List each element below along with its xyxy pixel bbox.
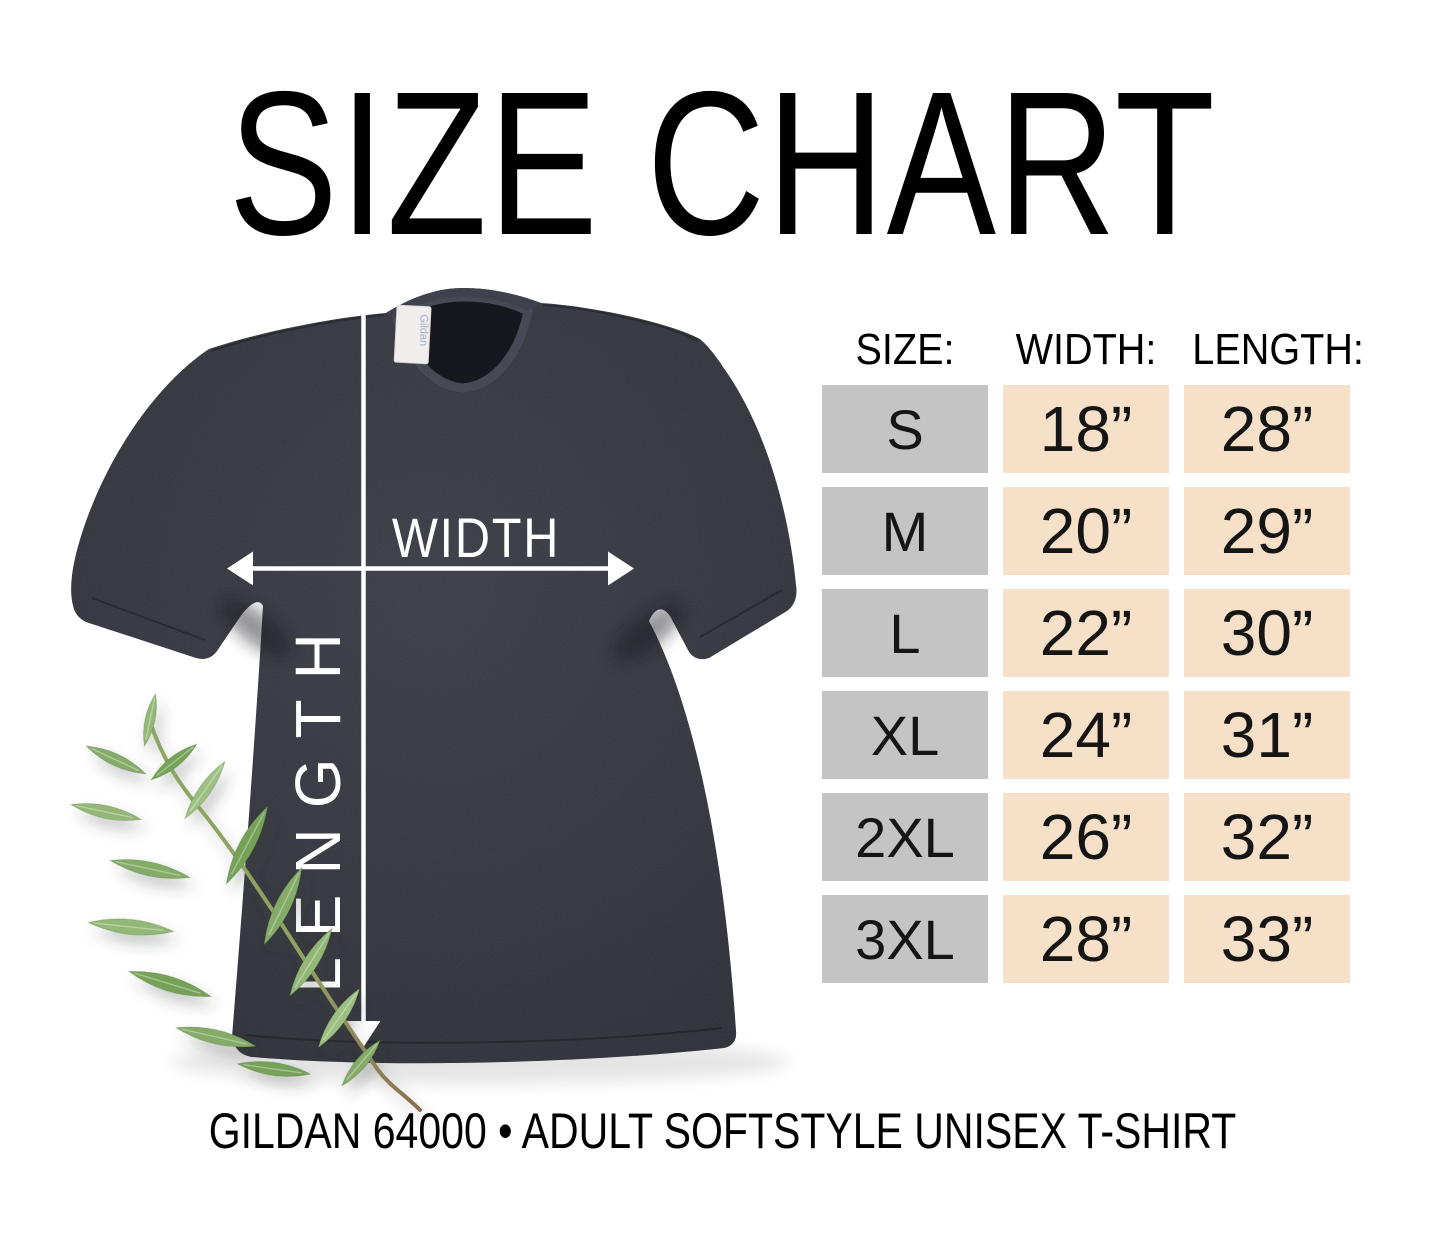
column-header-length: LENGTH:	[1192, 325, 1364, 374]
table-row-m: M 20” 29”	[822, 487, 1350, 575]
length-cell: 32”	[1184, 793, 1350, 881]
width-cell: 20”	[1003, 487, 1169, 575]
branch-stem	[148, 720, 422, 1112]
neck-tag-brand: Gildan	[417, 314, 430, 346]
size-table-header: SIZE: WIDTH: LENGTH:	[822, 325, 1364, 374]
column-header-size: SIZE:	[855, 325, 955, 374]
length-cell: 28”	[1184, 385, 1350, 473]
tshirt-heather-texture	[71, 288, 797, 1064]
width-cell: 26”	[1003, 793, 1169, 881]
length-label: LENGTH	[282, 613, 354, 993]
width-label: WIDTH	[392, 507, 560, 570]
table-row-l: L 22” 30”	[822, 589, 1350, 677]
size-cell: 3XL	[822, 895, 988, 983]
table-row-3xl: 3XL 28” 33”	[822, 895, 1350, 983]
size-cell: XL	[822, 691, 988, 779]
size-cell: M	[822, 487, 988, 575]
underarm-shade-left	[221, 599, 291, 657]
column-header-width: WIDTH:	[1015, 325, 1157, 374]
length-arrow	[346, 287, 381, 1047]
length-cell: 31”	[1184, 691, 1350, 779]
width-cell: 18”	[1003, 385, 1169, 473]
page-title: SIZE CHART	[228, 49, 1217, 278]
underarm-shade-right	[613, 603, 683, 661]
leaf-branch-illustration	[69, 692, 422, 1112]
table-row-s: S 18” 28”	[822, 385, 1350, 473]
leaves	[69, 692, 382, 1088]
size-cell: 2XL	[822, 793, 988, 881]
length-cell: 30”	[1184, 589, 1350, 677]
size-cell: S	[822, 385, 988, 473]
width-cell: 22”	[1003, 589, 1169, 677]
table-row-xl: XL 24” 31”	[822, 691, 1350, 779]
width-cell: 28”	[1003, 895, 1169, 983]
tshirt-illustration: Gildan	[71, 288, 797, 1064]
width-arrow	[227, 551, 634, 586]
table-row-2xl: 2XL 26” 32”	[822, 793, 1350, 881]
tshirt-figure: Gildan WIDTH LENGTH	[69, 287, 797, 1112]
product-caption: GILDAN 64000 • ADULT SOFTSTYLE UNISEX T-…	[208, 1103, 1237, 1159]
measurement-arrows	[227, 287, 634, 1047]
size-cell: L	[822, 589, 988, 677]
width-cell: 24”	[1003, 691, 1169, 779]
neck-tag: Gildan	[393, 304, 432, 365]
length-cell: 33”	[1184, 895, 1350, 983]
size-table: SIZE: WIDTH: LENGTH: S 18” 28” M 20” 29”…	[822, 325, 1364, 997]
length-cell: 29”	[1184, 487, 1350, 575]
